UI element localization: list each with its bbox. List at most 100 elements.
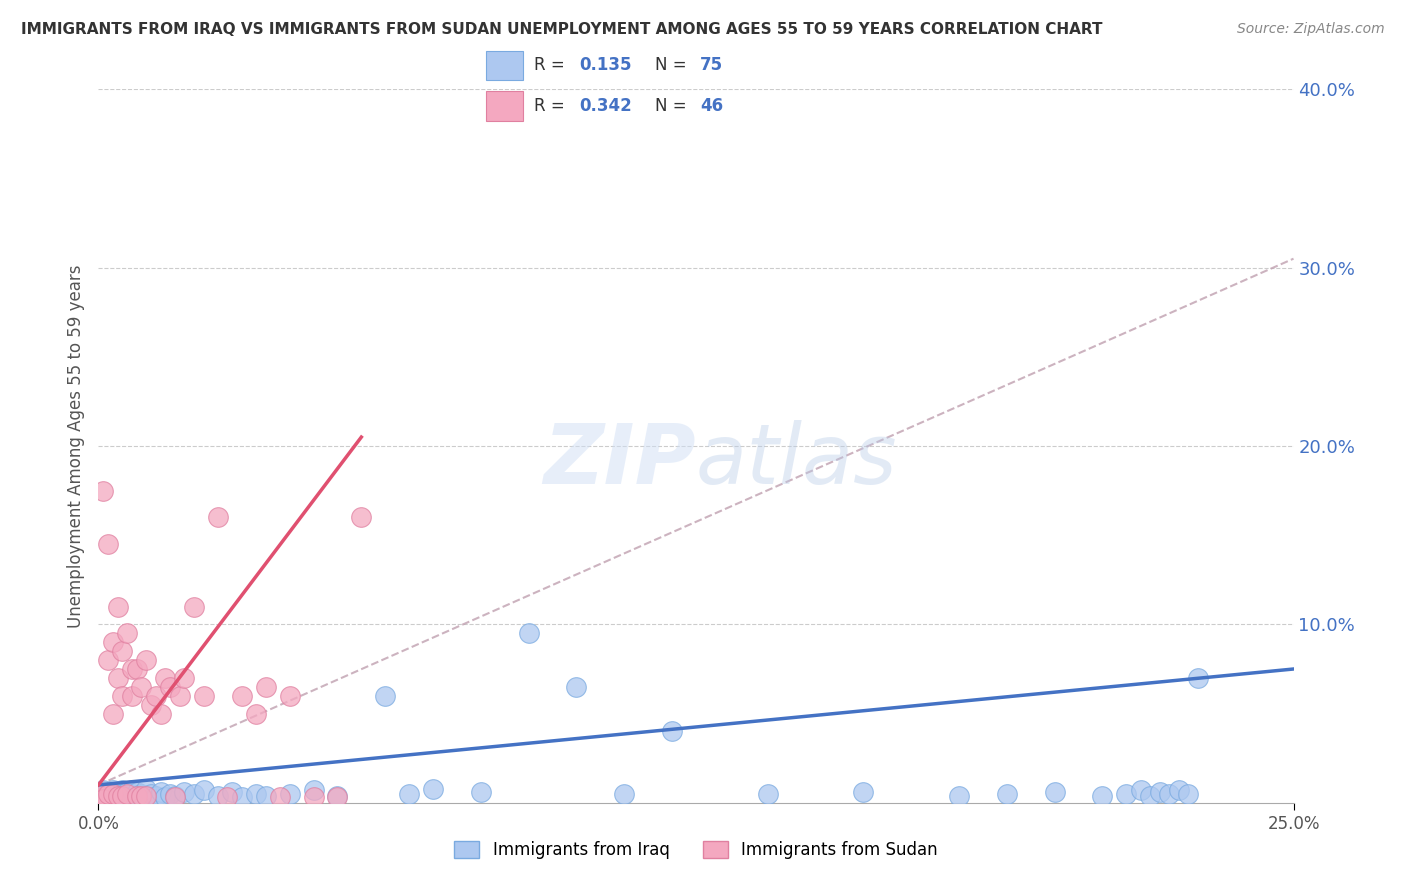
Point bbox=[159, 787, 181, 801]
Point bbox=[115, 626, 138, 640]
Point bbox=[1177, 787, 1199, 801]
Point bbox=[135, 653, 157, 667]
Point bbox=[97, 790, 120, 805]
Point bbox=[207, 510, 229, 524]
Point bbox=[111, 787, 134, 801]
Point bbox=[121, 689, 143, 703]
Point bbox=[91, 790, 114, 805]
Point bbox=[131, 787, 153, 801]
Point bbox=[269, 790, 291, 805]
Text: 0.342: 0.342 bbox=[579, 97, 633, 115]
Point bbox=[852, 785, 875, 799]
Point bbox=[398, 787, 420, 801]
Point bbox=[101, 635, 124, 649]
Point bbox=[135, 789, 157, 803]
Point bbox=[91, 790, 114, 805]
Point bbox=[1139, 789, 1161, 803]
Point bbox=[115, 792, 138, 806]
Point bbox=[231, 790, 253, 805]
Point bbox=[254, 789, 277, 803]
Point bbox=[107, 792, 129, 806]
Point bbox=[183, 599, 205, 614]
Point bbox=[97, 785, 120, 799]
Point bbox=[97, 789, 120, 803]
Point bbox=[135, 781, 157, 796]
Point bbox=[217, 790, 239, 805]
Point bbox=[278, 689, 301, 703]
Point bbox=[1129, 783, 1152, 797]
Point bbox=[121, 790, 143, 805]
Point bbox=[97, 792, 120, 806]
Point bbox=[169, 689, 191, 703]
Point bbox=[254, 680, 277, 694]
Text: atlas: atlas bbox=[696, 420, 897, 500]
Text: R =: R = bbox=[534, 56, 571, 74]
Point bbox=[111, 689, 134, 703]
Legend: Immigrants from Iraq, Immigrants from Sudan: Immigrants from Iraq, Immigrants from Su… bbox=[447, 834, 945, 866]
Point bbox=[470, 785, 492, 799]
Point bbox=[97, 537, 120, 551]
Point bbox=[91, 787, 114, 801]
Point bbox=[101, 792, 124, 806]
Point bbox=[101, 789, 124, 803]
Point bbox=[111, 789, 134, 803]
Point bbox=[422, 781, 444, 796]
Point bbox=[565, 680, 588, 694]
Bar bbox=[486, 51, 523, 80]
Text: N =: N = bbox=[655, 97, 692, 115]
Point bbox=[149, 785, 172, 799]
Point bbox=[107, 790, 129, 805]
Point bbox=[125, 785, 148, 799]
Point bbox=[91, 789, 114, 803]
Point bbox=[1149, 785, 1171, 799]
Point bbox=[131, 790, 153, 805]
Point bbox=[111, 789, 134, 803]
Point bbox=[91, 483, 114, 498]
Point bbox=[613, 787, 636, 801]
Point bbox=[97, 787, 120, 801]
Point bbox=[326, 789, 349, 803]
Point bbox=[101, 787, 124, 801]
Point bbox=[221, 785, 243, 799]
Point bbox=[101, 790, 124, 805]
Point bbox=[125, 789, 148, 803]
Point bbox=[231, 689, 253, 703]
Point bbox=[173, 785, 195, 799]
Point bbox=[155, 790, 177, 805]
Text: IMMIGRANTS FROM IRAQ VS IMMIGRANTS FROM SUDAN UNEMPLOYMENT AMONG AGES 55 TO 59 Y: IMMIGRANTS FROM IRAQ VS IMMIGRANTS FROM … bbox=[21, 22, 1102, 37]
Text: 75: 75 bbox=[700, 56, 723, 74]
Point bbox=[948, 789, 970, 803]
Point bbox=[91, 783, 114, 797]
Point bbox=[131, 789, 153, 803]
Point bbox=[193, 783, 215, 797]
Point bbox=[121, 783, 143, 797]
Point bbox=[756, 787, 779, 801]
Text: N =: N = bbox=[655, 56, 692, 74]
Point bbox=[159, 680, 181, 694]
Point bbox=[135, 789, 157, 803]
Point bbox=[107, 599, 129, 614]
Point bbox=[1159, 787, 1181, 801]
Point bbox=[163, 789, 186, 803]
Point bbox=[111, 644, 134, 658]
Point bbox=[125, 789, 148, 803]
Point bbox=[115, 785, 138, 799]
Point bbox=[374, 689, 396, 703]
Point bbox=[245, 787, 267, 801]
Point bbox=[173, 671, 195, 685]
Point bbox=[107, 671, 129, 685]
Point bbox=[111, 790, 134, 805]
Point bbox=[91, 787, 114, 801]
Point bbox=[278, 787, 301, 801]
Point bbox=[101, 783, 124, 797]
Point bbox=[107, 785, 129, 799]
Point bbox=[139, 787, 162, 801]
Point bbox=[326, 790, 349, 805]
Text: 0.135: 0.135 bbox=[579, 56, 631, 74]
Point bbox=[149, 706, 172, 721]
Point bbox=[111, 783, 134, 797]
Point bbox=[107, 789, 129, 803]
Point bbox=[121, 787, 143, 801]
Point bbox=[91, 792, 114, 806]
Point bbox=[101, 706, 124, 721]
